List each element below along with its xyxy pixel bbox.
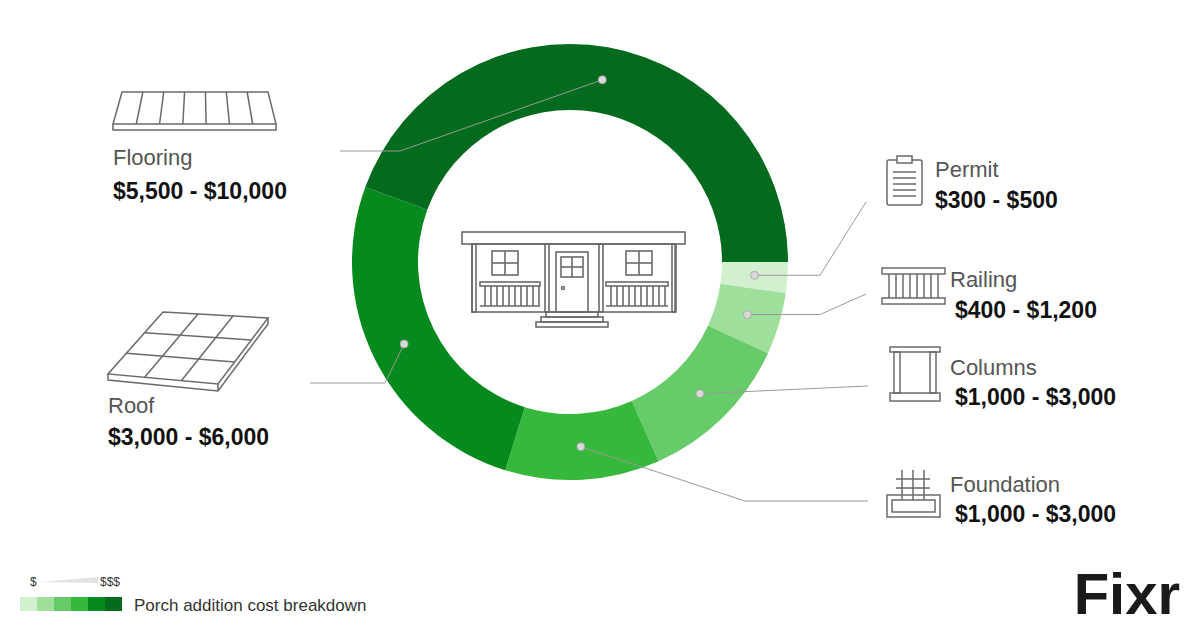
labels: Permit $300 - $500 Railing $400 - $1,200 Col… — [108, 145, 1116, 527]
data-label: $1,000 - $3,000 — [955, 501, 1116, 527]
slice — [352, 187, 525, 470]
chart: Permit $300 - $500 Railing $400 - $1,200 Col… — [0, 0, 1200, 628]
legend-swatch — [54, 597, 71, 611]
leader-dots — [400, 76, 758, 451]
leader-dot — [696, 390, 704, 398]
house-icon — [462, 232, 685, 327]
data-label: $5,500 - $10,000 — [113, 178, 287, 204]
slice-name: Flooring — [113, 145, 192, 170]
slice — [632, 326, 768, 462]
background — [0, 0, 1200, 628]
slice-name: Foundation — [950, 472, 1060, 497]
leader-line — [755, 202, 866, 275]
data-label: $400 - $1,200 — [955, 297, 1097, 323]
leader-line — [700, 386, 868, 394]
leader-line — [581, 447, 868, 501]
scale-wedge — [40, 577, 98, 583]
leader-line — [310, 344, 404, 383]
slice — [505, 401, 658, 480]
legend-swatch — [37, 597, 54, 611]
icon — [887, 156, 922, 205]
icon — [108, 312, 268, 391]
slice-name: Permit — [935, 157, 999, 182]
leader-line — [747, 294, 866, 315]
legend-caption: Porch addition cost breakdown — [134, 596, 366, 615]
data-label: $3,000 - $6,000 — [108, 424, 269, 450]
legend-swatch — [71, 597, 88, 611]
icon — [887, 470, 940, 517]
legend-swatch — [20, 597, 37, 611]
leader-dot — [743, 311, 751, 319]
icon — [113, 92, 276, 130]
leader-dot — [598, 76, 606, 84]
leader-dot — [400, 340, 408, 348]
leader-line — [340, 80, 602, 151]
legend-swatch — [88, 597, 105, 611]
scale-label: $$$ — [100, 575, 120, 589]
slice — [365, 44, 788, 262]
icon — [882, 268, 945, 304]
leader-lines — [310, 80, 868, 501]
data-label: $300 - $500 — [935, 187, 1058, 213]
icon — [890, 347, 940, 401]
brand-logo: Fixr — [1074, 561, 1180, 626]
donut — [352, 44, 788, 480]
leader-dot — [577, 443, 585, 451]
data-label: $1,000 - $3,000 — [955, 384, 1116, 410]
legend-swatch — [105, 597, 122, 611]
slice-name: Roof — [108, 393, 155, 418]
leader-dot — [751, 271, 759, 279]
slice-name: Railing — [950, 267, 1017, 292]
legend: $$$$Porch addition cost breakdown — [20, 575, 366, 615]
scale-label: $ — [30, 575, 37, 589]
slice-name: Columns — [950, 355, 1037, 380]
